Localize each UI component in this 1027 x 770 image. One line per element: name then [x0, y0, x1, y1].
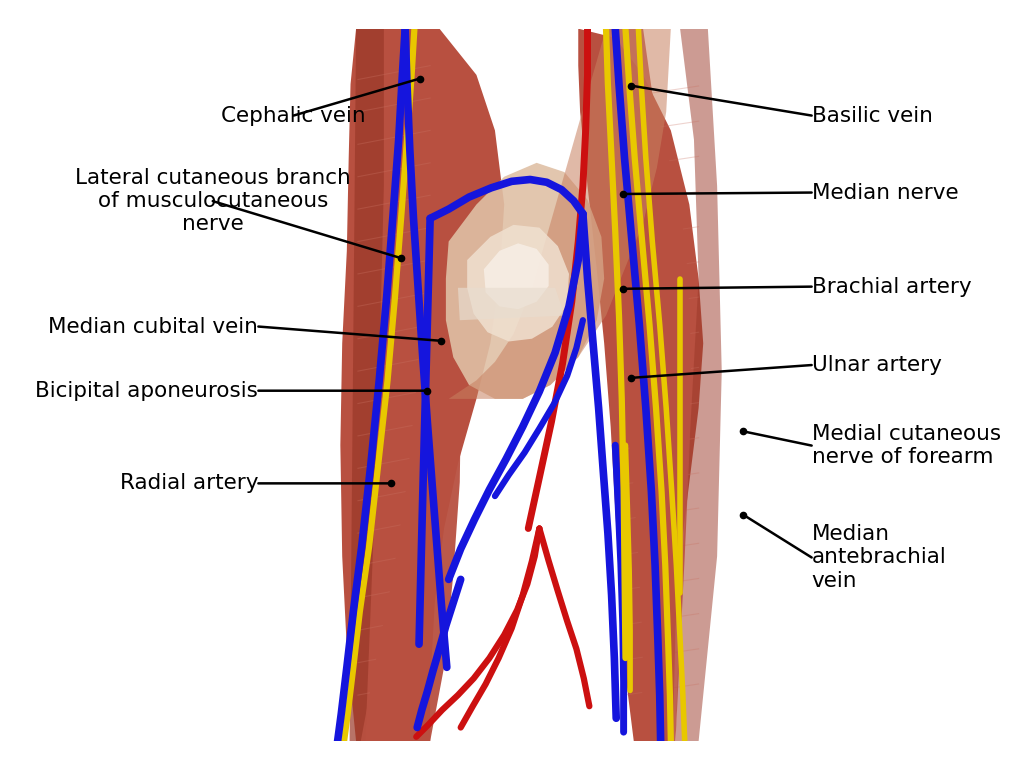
- Polygon shape: [676, 28, 722, 742]
- Text: Cephalic vein: Cephalic vein: [221, 105, 366, 126]
- Polygon shape: [349, 28, 384, 742]
- Text: Basilic vein: Basilic vein: [811, 105, 933, 126]
- Text: Bicipital aponeurosis: Bicipital aponeurosis: [36, 380, 259, 400]
- Polygon shape: [578, 28, 703, 742]
- Polygon shape: [484, 243, 548, 309]
- Polygon shape: [446, 162, 604, 399]
- Polygon shape: [597, 28, 691, 742]
- Text: Medial cutaneous
nerve of forearm: Medial cutaneous nerve of forearm: [811, 424, 1000, 467]
- Text: Radial artery: Radial artery: [120, 474, 259, 494]
- Text: Median cubital vein: Median cubital vein: [48, 316, 259, 336]
- Polygon shape: [340, 28, 504, 742]
- Polygon shape: [449, 28, 671, 399]
- Polygon shape: [467, 225, 569, 341]
- Text: Lateral cutaneous branch
of musculocutaneous
nerve: Lateral cutaneous branch of musculocutan…: [75, 168, 350, 234]
- Polygon shape: [354, 279, 461, 742]
- Text: Brachial artery: Brachial artery: [811, 276, 972, 296]
- Text: Ulnar artery: Ulnar artery: [811, 355, 942, 375]
- Polygon shape: [458, 288, 565, 320]
- Text: Median nerve: Median nerve: [811, 182, 958, 203]
- Text: Median
antebrachial
vein: Median antebrachial vein: [811, 524, 947, 591]
